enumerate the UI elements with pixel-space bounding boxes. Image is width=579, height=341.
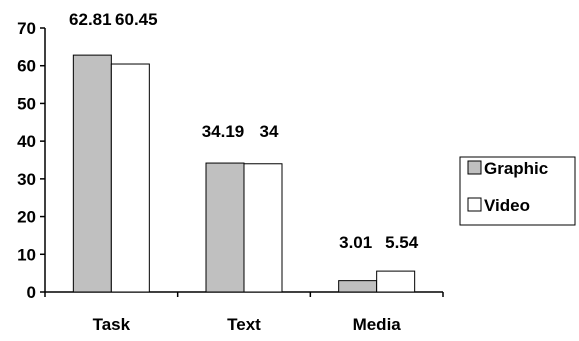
legend: Graphic Video: [459, 156, 576, 226]
legend-label-graphic: Graphic: [484, 159, 548, 178]
y-tick-label: 10: [17, 245, 36, 264]
y-tick-label: 30: [17, 170, 36, 189]
data-labels: 62.81 60.45 34.19 34 3.01 5.54: [69, 10, 419, 252]
y-tick-label: 70: [17, 19, 36, 38]
y-tick-label: 20: [17, 208, 36, 227]
bars: [72, 54, 416, 293]
y-tick-label: 60: [17, 57, 36, 76]
bar-graphic-media: [338, 280, 378, 293]
y-tick-label: 0: [27, 283, 36, 302]
data-label-graphic-media: 3.01: [339, 233, 372, 252]
bar-graphic-task: [72, 54, 112, 293]
data-label-graphic-task: 62.81: [69, 10, 112, 29]
bar-video-text: [243, 163, 283, 293]
data-label-video-task: 60.45: [115, 10, 158, 29]
bar-graphic-text: [205, 162, 245, 293]
bar-video-task: [110, 63, 150, 293]
data-label-video-text: 34: [260, 122, 279, 141]
x-axis: Task Text Media: [44, 291, 444, 334]
data-label-video-media: 5.54: [385, 233, 419, 252]
y-axis: 0 10 20 30 40 50 60 70: [17, 19, 46, 302]
legend-swatch-video: [467, 197, 482, 212]
y-tick-label: 40: [17, 132, 36, 151]
bar-video-media: [376, 270, 416, 293]
x-category-label: Text: [227, 315, 261, 334]
x-category-label: Task: [93, 315, 131, 334]
legend-swatch-graphic: [467, 160, 482, 175]
x-category-label: Media: [353, 315, 402, 334]
legend-label-video: Video: [484, 196, 530, 215]
y-tick-label: 50: [17, 94, 36, 113]
data-label-graphic-text: 34.19: [202, 122, 245, 141]
